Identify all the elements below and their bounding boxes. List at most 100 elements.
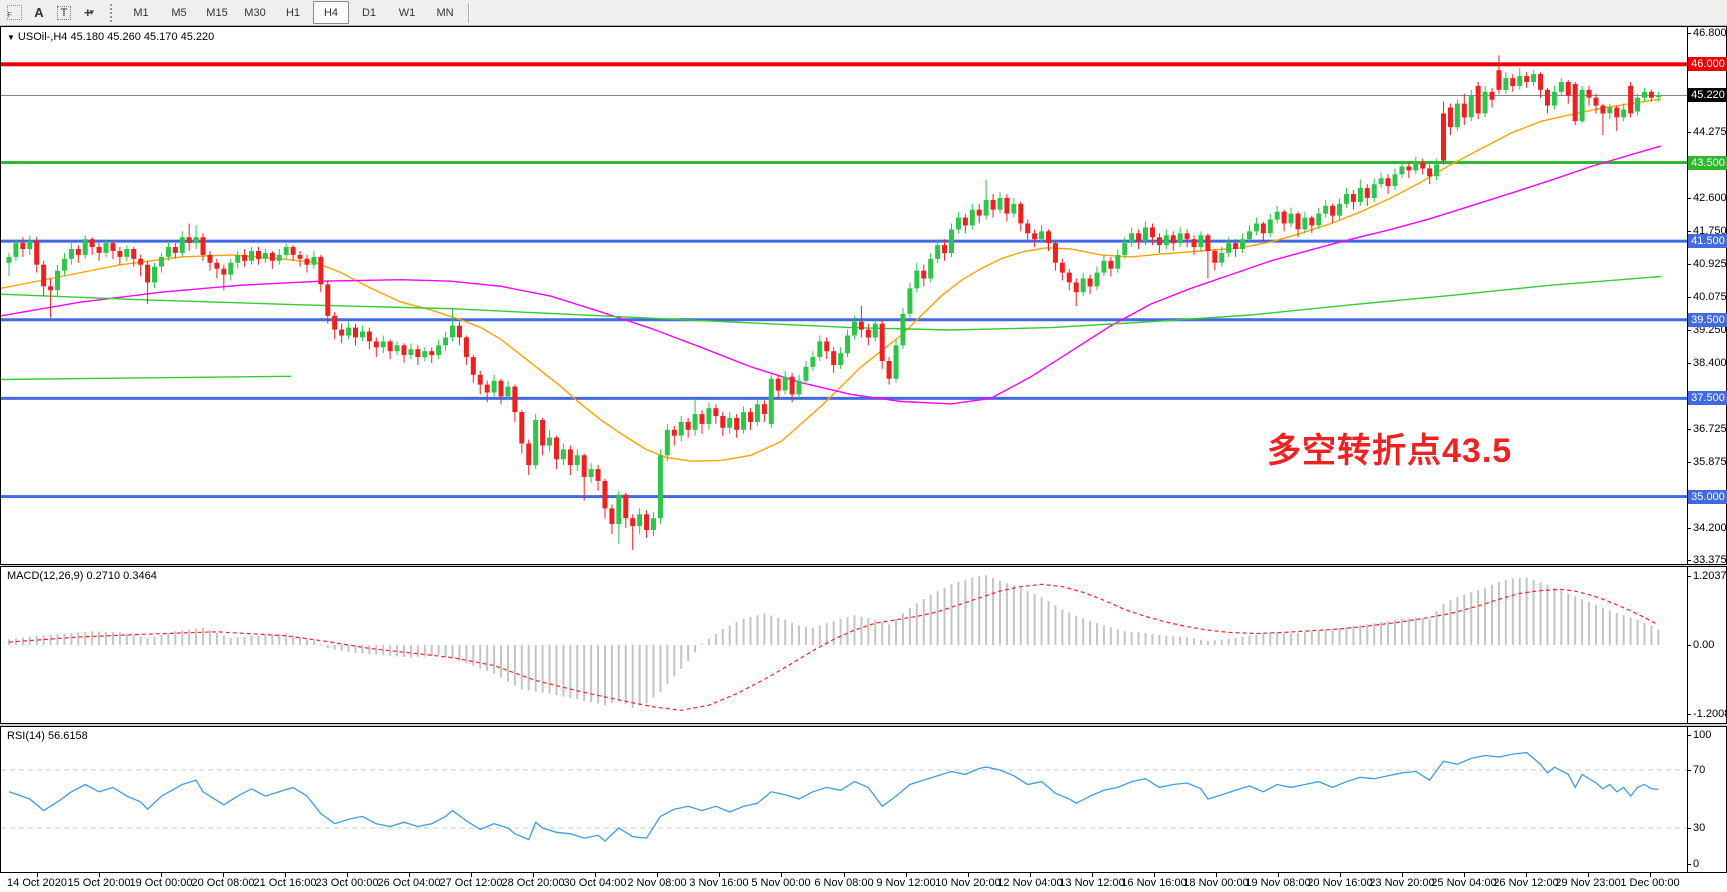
time-label: 23 Nov 20:00: [1369, 877, 1435, 889]
cursor-arrows-icon[interactable]: + ▾: [83, 5, 95, 20]
time-tick: [1650, 873, 1651, 877]
time-tick: [37, 873, 38, 877]
macd-axis-label: 0.00: [1693, 639, 1715, 651]
price-tick: [1687, 363, 1691, 364]
price-axis-label: 39.250: [1693, 324, 1727, 336]
price-tick: [1687, 198, 1691, 199]
time-tick: [1278, 873, 1279, 877]
price-chart-panel[interactable]: ▼ USOil-,H4 45.180 45.260 45.170 45.220 多…: [0, 26, 1727, 566]
time-tick: [906, 873, 907, 877]
time-axis[interactable]: 14 Oct 2020 15 Oct 20:00 19 Oct 00:00 20 Oc…: [0, 873, 1727, 892]
level-line-35.000: [1, 495, 1687, 499]
timeframe-button-w1[interactable]: W1: [398, 6, 416, 19]
timeframe-button-d1[interactable]: D1: [361, 6, 377, 19]
time-label: 25 Nov 04:00: [1431, 877, 1497, 889]
macd-tick: [1687, 714, 1691, 715]
fast-ma-orange: [1, 98, 1662, 462]
rsi-axis-label: 30: [1693, 822, 1706, 834]
time-tick: [161, 873, 162, 877]
timeframe-button-h4[interactable]: H4: [313, 1, 349, 24]
timeframe-button-mn[interactable]: MN: [436, 6, 454, 19]
level-line-37.500: [1, 396, 1687, 400]
level-line-43.500: [1, 161, 1687, 165]
time-tick: [1030, 873, 1031, 877]
time-tick: [844, 873, 845, 877]
timeframe-button-m30[interactable]: M30: [244, 6, 266, 19]
macd-tick: [1687, 576, 1691, 577]
macd-layer[interactable]: [1, 567, 1687, 723]
macd-panel[interactable]: MACD(12,26,9) 0.2710 0.3464 1.2037 0.00 -1…: [0, 566, 1727, 724]
time-label: 19 Nov 08:00: [1245, 877, 1311, 889]
price-tick: [1687, 528, 1691, 529]
time-label: 12 Nov 04:00: [997, 877, 1063, 889]
price-badge-41.500: 41.500: [1688, 234, 1727, 248]
long-ma-green: [1, 275, 1662, 331]
price-axis-label: 44.275: [1693, 126, 1727, 138]
price-axis[interactable]: [1687, 27, 1727, 564]
macd-tick: [1687, 645, 1691, 646]
rsi-layer[interactable]: [1, 727, 1687, 872]
rsi-tick: [1687, 770, 1691, 771]
timeframe-button-h1[interactable]: H1: [285, 6, 301, 19]
rsi-label: RSI(14) 56.6158: [7, 730, 88, 742]
time-label: 1 Dec 00:00: [1620, 877, 1680, 889]
time-tick: [1092, 873, 1093, 877]
rsi-panel[interactable]: RSI(14) 56.6158 100 70 30 0: [0, 726, 1727, 873]
timeframe-button-m1[interactable]: M1: [133, 6, 149, 19]
price-axis-label: 40.925: [1693, 258, 1727, 270]
time-tick: [657, 873, 658, 877]
time-tick: [1464, 873, 1465, 877]
toolbar: F A T + ▾ M1 M5 M15 M30 H1 H4 D1 W1 MN: [0, 0, 1727, 26]
price-axis-label: 33.375: [1693, 554, 1727, 566]
toolbar-drag-handle[interactable]: [110, 3, 116, 22]
time-tick: [1402, 873, 1403, 877]
time-tick: [471, 873, 472, 877]
rsi-line: [8, 751, 1659, 842]
time-tick: [285, 873, 286, 877]
candlestick-layer[interactable]: [1, 27, 1687, 562]
time-label: 21 Oct 16:00: [253, 877, 317, 889]
timeframe-button-m5[interactable]: M5: [171, 6, 187, 19]
rsi-tick: [1687, 828, 1691, 829]
time-label: 18 Nov 00:00: [1183, 877, 1249, 889]
current-price-badge: 45.220: [1688, 88, 1727, 102]
time-label: 29 Nov 23:00: [1555, 877, 1621, 889]
price-axis-label: 42.600: [1693, 192, 1727, 204]
rsi-tick: [1687, 864, 1691, 865]
time-tick: [595, 873, 596, 877]
time-label: 30 Oct 04:00: [563, 877, 627, 889]
annotation-text: 多空转折点43.5: [1267, 432, 1513, 470]
time-label: 26 Oct 04:00: [377, 877, 441, 889]
timeframe-button-m15[interactable]: M15: [206, 6, 228, 19]
timeframe-button-group: M1 M5 M15 M30 H1 H4 D1 W1 MN: [122, 1, 464, 24]
price-badge-39.500: 39.500: [1688, 313, 1727, 327]
time-label: 23 Oct 00:00: [315, 877, 379, 889]
time-label: 3 Nov 16:00: [689, 877, 749, 889]
price-tick: [1687, 231, 1691, 232]
price-tick: [1687, 462, 1691, 463]
rsi-axis[interactable]: [1687, 727, 1727, 872]
toolbar-separator: [468, 2, 470, 23]
rsi-axis-label: 0: [1693, 858, 1700, 870]
time-label: 16 Nov 16:00: [1121, 877, 1187, 889]
time-label: 19 Oct 00:00: [129, 877, 193, 889]
text-label-icon[interactable]: A: [34, 5, 44, 20]
time-label: 9 Nov 12:00: [876, 877, 936, 889]
grid-f-icon[interactable]: F: [3, 3, 25, 23]
price-tick: [1687, 429, 1691, 430]
time-label: 6 Nov 08:00: [814, 877, 874, 889]
macd-histogram: [8, 575, 1660, 708]
time-label: 14 Oct 2020: [7, 877, 67, 889]
price-tick: [1687, 33, 1691, 34]
price-axis-label: 36.725: [1693, 423, 1727, 435]
macd-axis-label: 1.2037: [1693, 570, 1727, 582]
price-axis-label: 40.075: [1693, 291, 1727, 303]
price-badge-35.000: 35.000: [1688, 490, 1727, 504]
macd-axis-label: -1.2008: [1693, 708, 1727, 720]
text-box-icon[interactable]: T: [53, 3, 75, 23]
macd-label: MACD(12,26,9) 0.2710 0.3464: [7, 570, 157, 582]
time-label: 27 Oct 12:00: [439, 877, 503, 889]
price-axis-label: 38.400: [1693, 357, 1727, 369]
time-tick: [533, 873, 534, 877]
